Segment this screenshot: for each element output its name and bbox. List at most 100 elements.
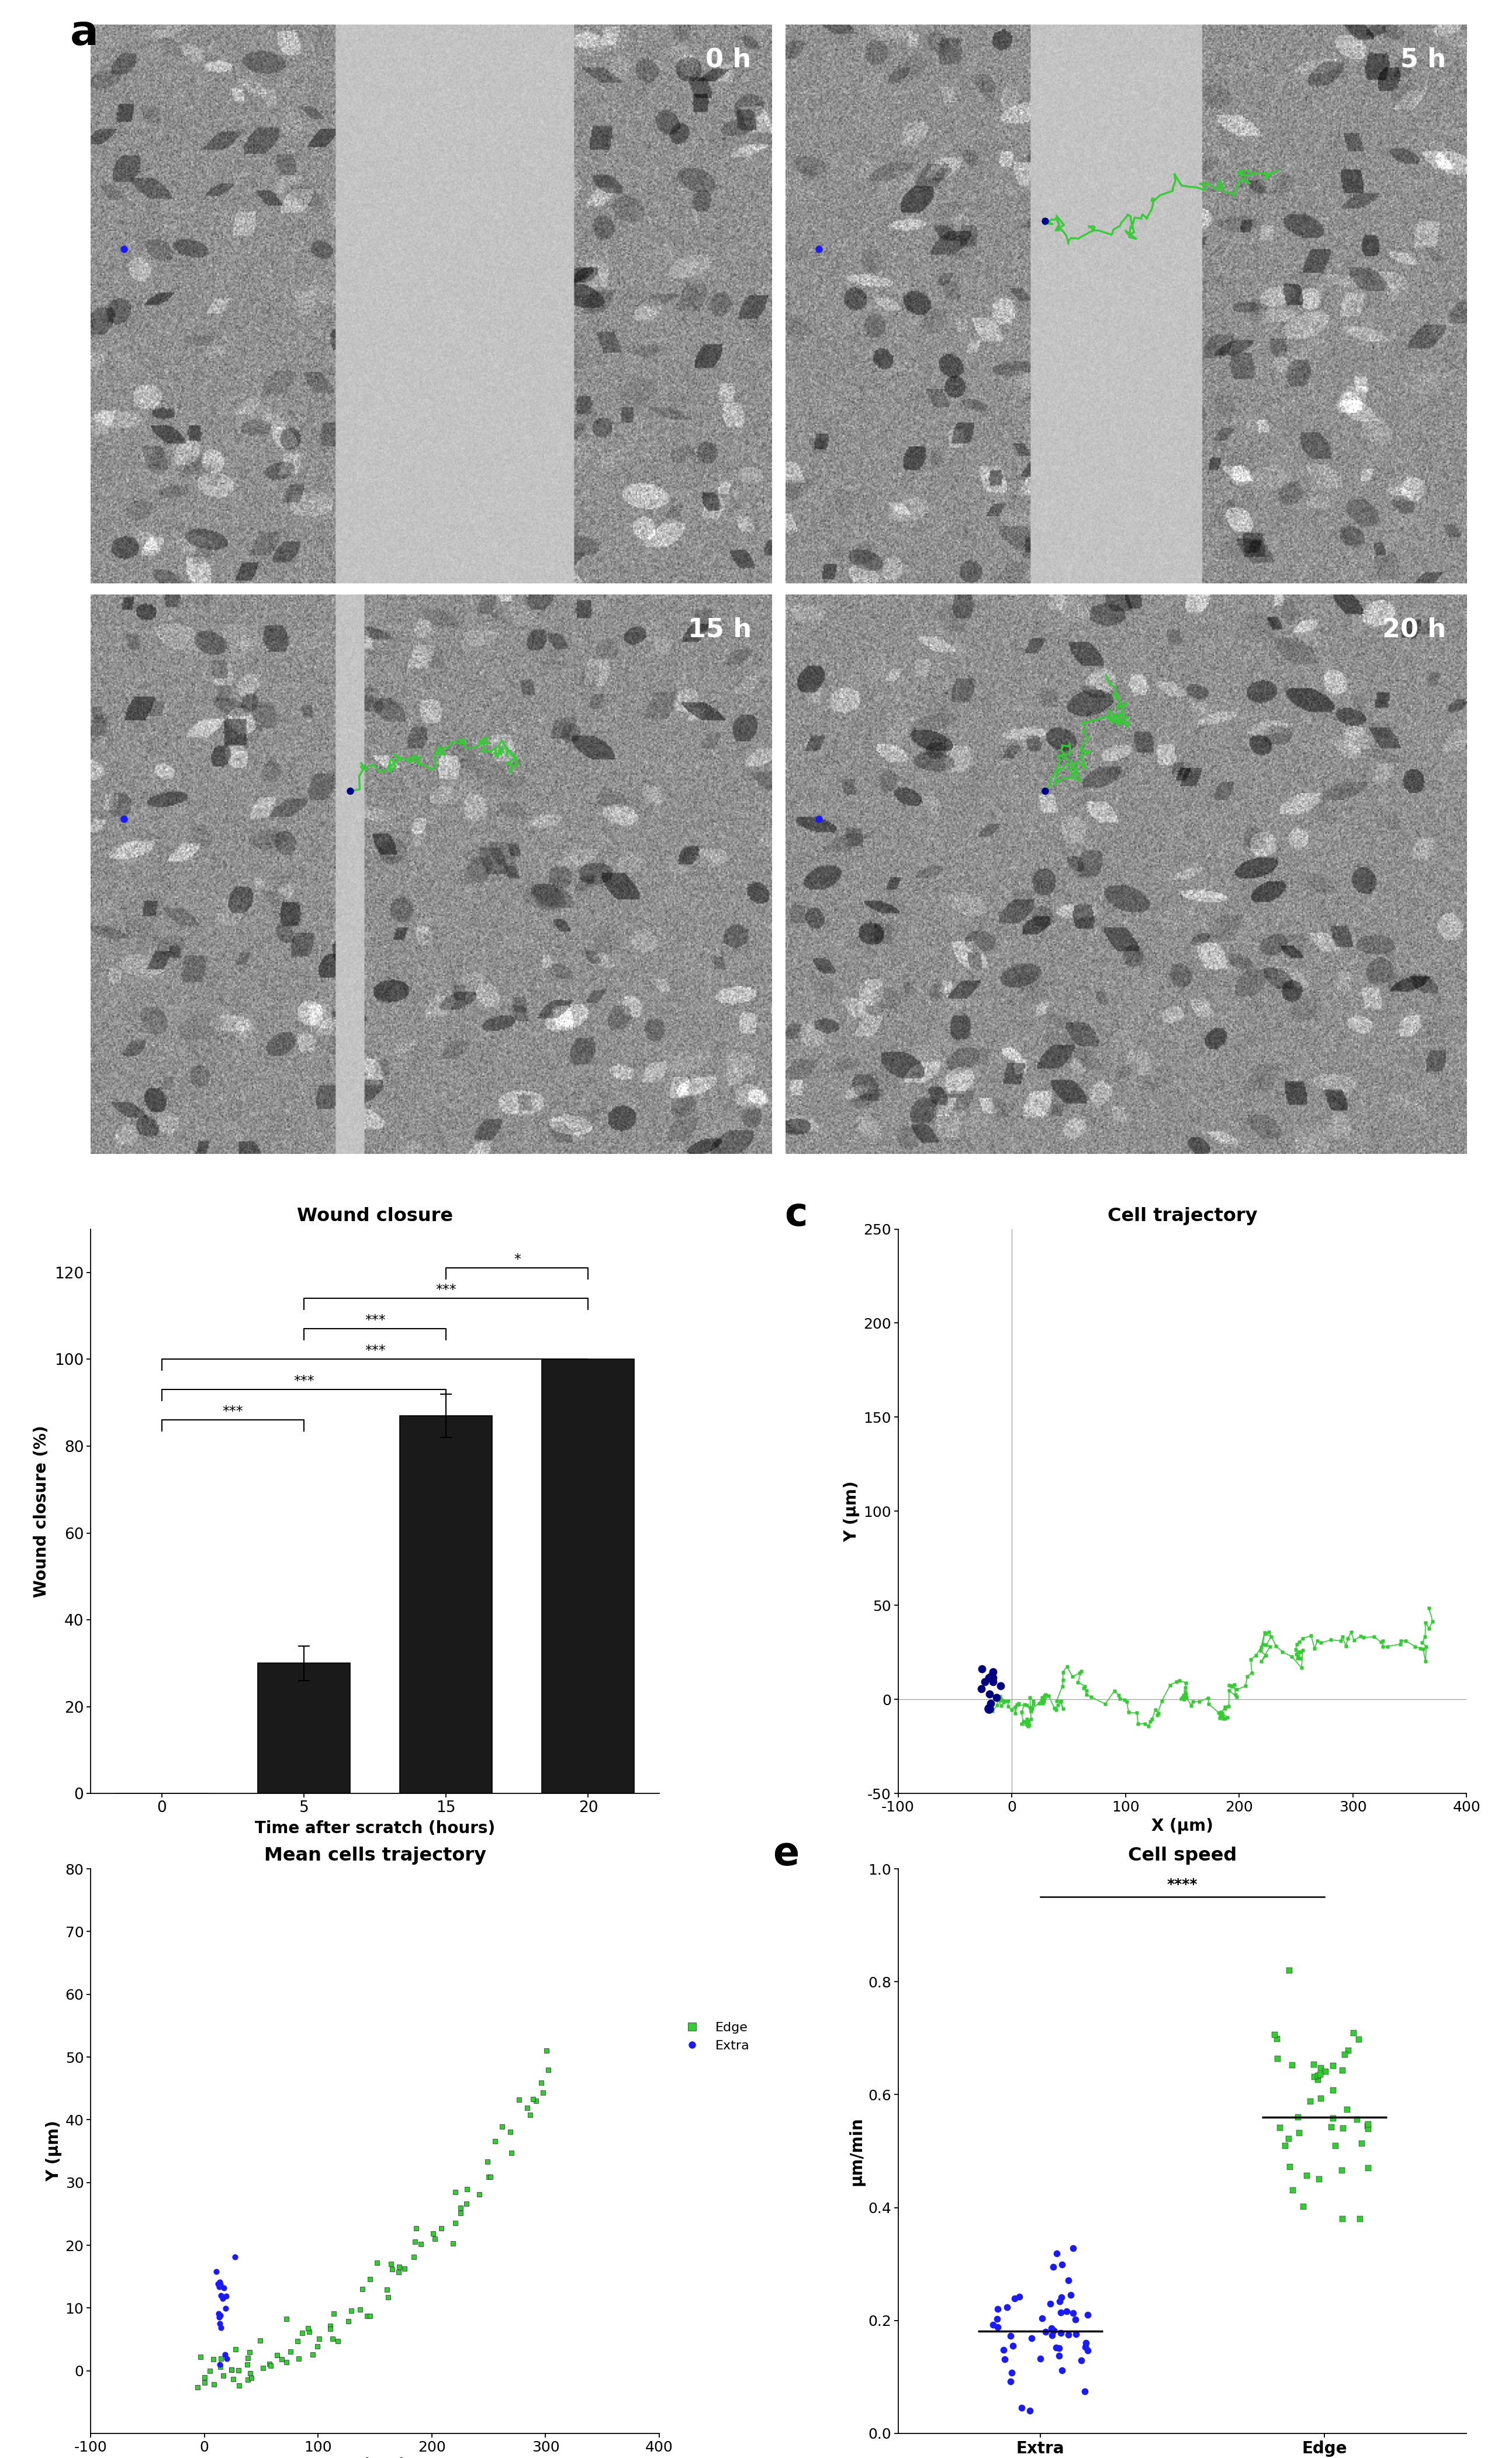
Text: 0 h: 0 h <box>706 47 751 71</box>
Extra <box>207 2261 231 2301</box>
Text: e: e <box>773 1836 800 1873</box>
Point <box>1039 2283 1063 2323</box>
Point <box>1063 2301 1087 2340</box>
Edge <box>490 2107 514 2146</box>
Text: *: * <box>514 1254 520 1266</box>
Edge <box>265 2335 289 2374</box>
Edge <box>440 2224 464 2264</box>
Edge <box>443 2173 467 2212</box>
Edge <box>381 2249 405 2288</box>
Edge <box>248 2320 272 2360</box>
Point <box>986 2308 1010 2347</box>
Point <box>1077 2330 1101 2370</box>
Point <box>1055 2291 1080 2330</box>
Edge <box>516 2089 540 2129</box>
Edge <box>234 2345 259 2384</box>
Point <box>984 1679 1009 1718</box>
Edge <box>531 2072 555 2111</box>
Edge <box>251 2347 275 2387</box>
Extra <box>224 2237 248 2276</box>
Point <box>977 1659 1001 1698</box>
Edge <box>227 2367 251 2406</box>
X-axis label: Time after scratch (hours): Time after scratch (hours) <box>256 1821 496 1836</box>
Edge <box>318 2306 342 2345</box>
Point <box>1321 2070 1346 2109</box>
Point <box>1350 2124 1374 2163</box>
Point <box>1308 2079 1332 2119</box>
Edge <box>454 2185 478 2224</box>
Point <box>1309 2048 1334 2087</box>
Edge <box>517 2094 541 2134</box>
Point <box>999 2352 1024 2392</box>
Point <box>981 1659 1005 1698</box>
Edge <box>393 2249 417 2288</box>
Text: ***: *** <box>364 1313 386 1327</box>
Edge <box>305 2328 330 2367</box>
Point <box>1329 2151 1353 2190</box>
Edge <box>290 2313 314 2352</box>
Y-axis label: μm/min: μm/min <box>848 2116 865 2185</box>
Edge <box>380 2244 404 2283</box>
Point <box>1010 2387 1034 2426</box>
Point <box>1266 2018 1290 2057</box>
Point <box>1049 2293 1074 2333</box>
Edge <box>537 2050 561 2089</box>
Extra <box>213 2335 237 2374</box>
Edge <box>348 2291 372 2330</box>
Edge <box>443 2202 467 2242</box>
Edge <box>358 2259 383 2298</box>
Point <box>977 1689 1001 1728</box>
Edge <box>296 2308 321 2347</box>
Point <box>1069 2340 1093 2379</box>
Point <box>1335 2089 1359 2129</box>
Point <box>1281 2045 1305 2084</box>
Edge <box>257 2345 281 2384</box>
Point <box>1040 2315 1064 2355</box>
Point <box>1048 2281 1072 2320</box>
Edge <box>339 2291 363 2330</box>
Point <box>1061 2229 1086 2269</box>
Text: ***: *** <box>293 1374 314 1389</box>
Edge <box>237 2352 262 2392</box>
Point <box>971 1649 995 1689</box>
Edge <box>239 2357 263 2397</box>
Point <box>998 2315 1022 2355</box>
Edge <box>198 2352 222 2392</box>
Edge <box>376 2279 401 2318</box>
Point <box>1314 2052 1338 2092</box>
Point <box>981 1662 1005 1701</box>
Edge <box>520 2079 544 2119</box>
Text: 5 h: 5 h <box>1400 47 1445 71</box>
Edge <box>402 2237 426 2276</box>
Point <box>981 1652 1005 1691</box>
Point <box>1074 2323 1098 2362</box>
Point <box>1018 2392 1042 2431</box>
Point <box>977 1674 1001 1713</box>
Edge <box>404 2222 428 2261</box>
Edge <box>351 2269 375 2308</box>
Point <box>1028 2340 1052 2379</box>
Edge <box>189 2338 213 2377</box>
Point <box>1332 2035 1356 2075</box>
Point <box>1007 2276 1031 2315</box>
Point <box>1321 2099 1346 2138</box>
Point <box>1049 2244 1074 2283</box>
Edge <box>237 2333 262 2372</box>
Point <box>1001 2325 1025 2365</box>
Edge <box>404 2207 428 2247</box>
Extra <box>209 2264 233 2303</box>
Point <box>978 1684 1002 1723</box>
Point <box>1273 2126 1297 2165</box>
Edge <box>322 2293 346 2333</box>
Point <box>1355 2107 1379 2146</box>
Extra <box>209 2276 233 2315</box>
Title: Cell trajectory: Cell trajectory <box>1107 1207 1258 1224</box>
Edge <box>523 2082 547 2121</box>
Edge <box>337 2301 361 2340</box>
Point <box>1045 2234 1069 2274</box>
Text: 15 h: 15 h <box>688 617 751 642</box>
Edge <box>387 2247 411 2286</box>
Extra <box>215 2340 239 2379</box>
Edge <box>201 2340 225 2379</box>
Point <box>1356 2148 1380 2188</box>
